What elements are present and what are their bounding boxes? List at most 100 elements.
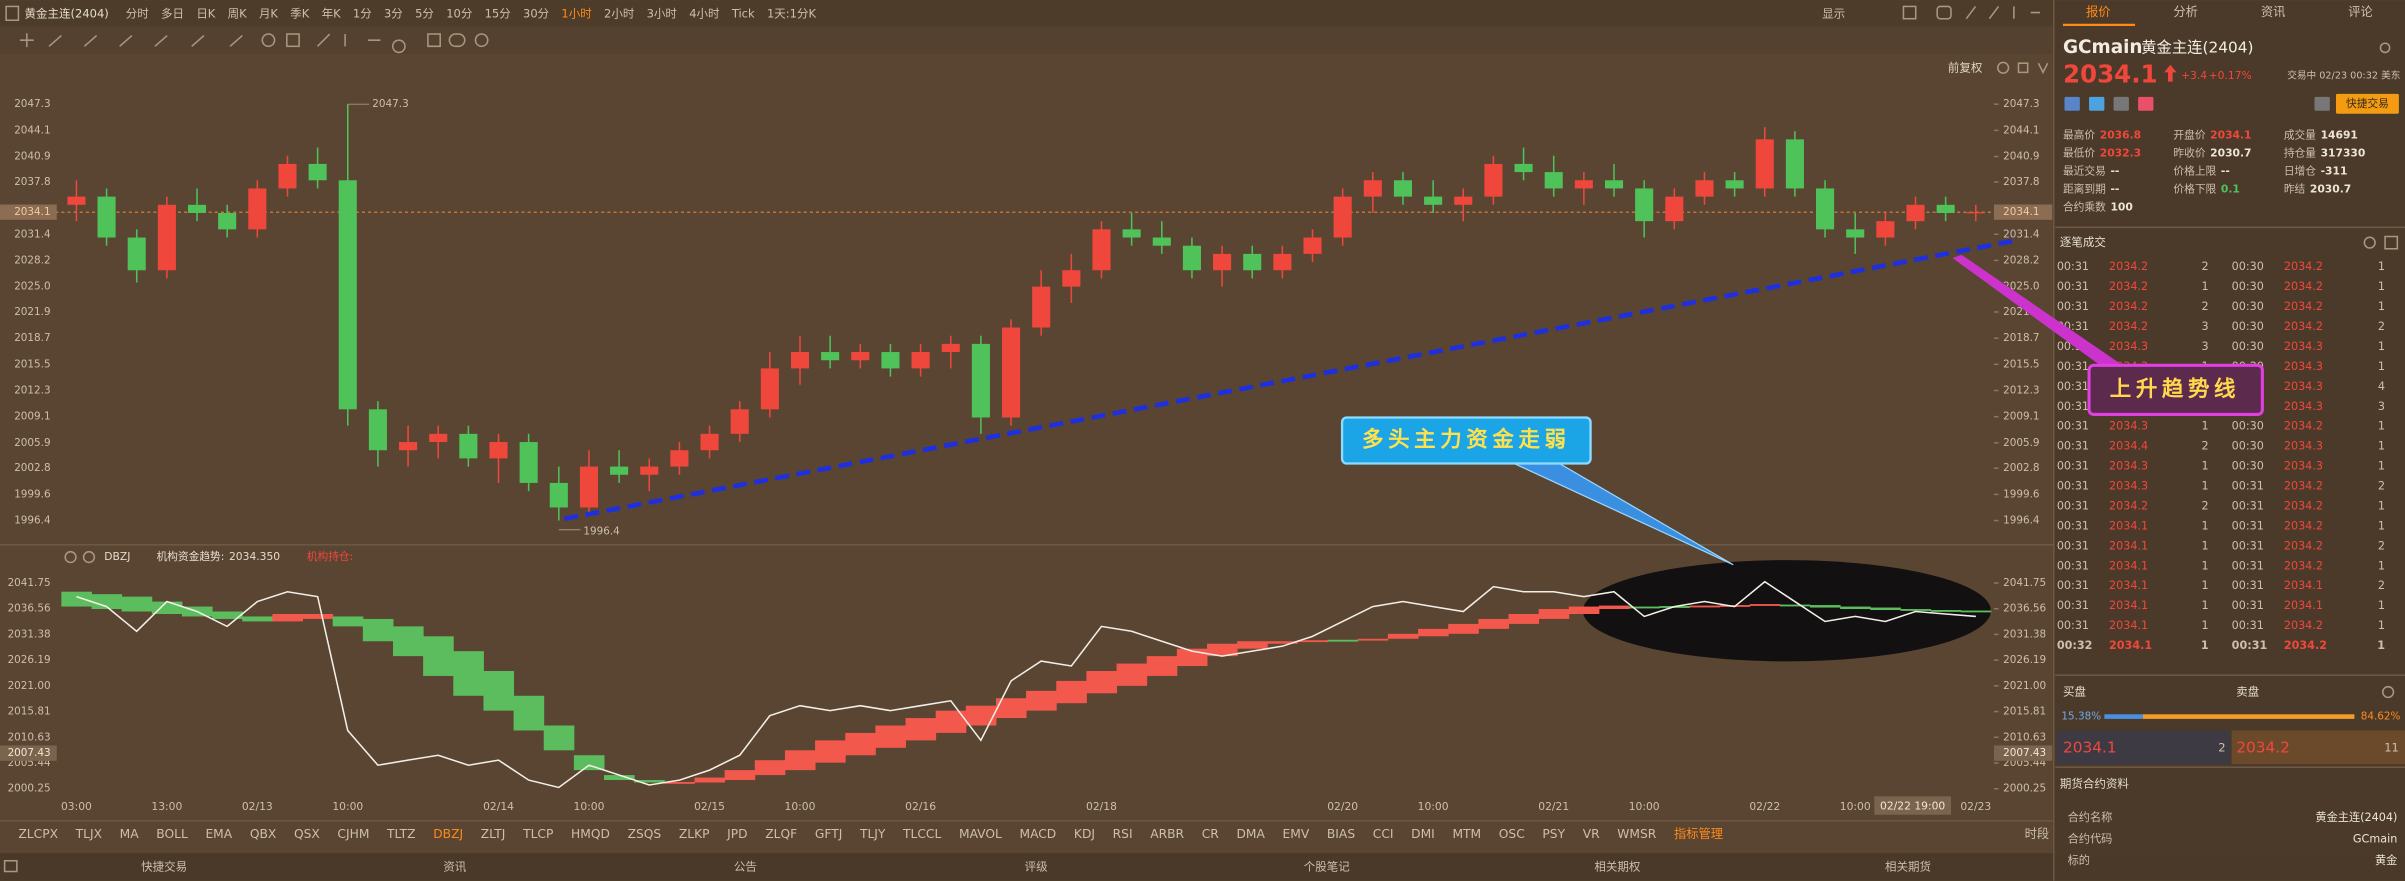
contract-value: 黄金主连(2404) bbox=[2315, 810, 2397, 824]
indicator-tab[interactable]: JPD bbox=[726, 827, 747, 841]
y-tick-label: 2028.2 bbox=[14, 254, 50, 266]
indicator-tab[interactable]: TLJX bbox=[75, 827, 103, 841]
bottom-tab[interactable]: 快捷交易 bbox=[141, 859, 187, 873]
period-tab[interactable]: 月K bbox=[259, 7, 278, 21]
stat-value: -- bbox=[2110, 164, 2119, 177]
indicator-tab[interactable]: WMSR bbox=[1617, 827, 1656, 841]
trade-time: 00:31 bbox=[2057, 499, 2089, 512]
indicator-tab[interactable]: EMV bbox=[1283, 827, 1310, 841]
trade-volume: 1 bbox=[2202, 519, 2209, 532]
fund-band bbox=[815, 740, 846, 763]
indicator-tab[interactable]: ZSQS bbox=[628, 827, 662, 841]
panel-tab[interactable]: 评论 bbox=[2348, 5, 2373, 19]
period-tab[interactable]: 1天:1分K bbox=[767, 7, 817, 21]
period-tab[interactable]: 4小时 bbox=[689, 7, 720, 21]
indicator-tab[interactable]: MTM bbox=[1452, 827, 1481, 841]
indicator-tab[interactable]: VR bbox=[1583, 827, 1600, 841]
indicator-tab[interactable]: CR bbox=[1202, 827, 1220, 841]
quick-trade-button[interactable] bbox=[2335, 93, 2399, 114]
period-tab[interactable]: 分时 bbox=[126, 7, 149, 21]
indicator-tab[interactable]: TLCP bbox=[522, 827, 553, 841]
x-tick-label: 02/14 bbox=[483, 800, 514, 813]
bottom-tab[interactable]: 公告 bbox=[734, 859, 757, 873]
indicator-tab[interactable]: ZLTJ bbox=[481, 827, 506, 841]
y-tick-label: 1996.4 bbox=[2003, 515, 2040, 527]
indicator-tab[interactable]: TLJY bbox=[859, 827, 886, 841]
indicator-tab[interactable]: ARBR bbox=[1150, 827, 1184, 841]
trade-price: 2034.2 bbox=[2109, 320, 2148, 333]
trade-volume: 2 bbox=[2378, 480, 2385, 493]
indicator-tab[interactable]: MA bbox=[120, 827, 140, 841]
panel-tab[interactable]: 分析 bbox=[2173, 5, 2198, 19]
indicator-tab[interactable]: DBZJ bbox=[433, 827, 463, 841]
period-tab[interactable]: 30分 bbox=[523, 7, 550, 21]
adjust-mode[interactable]: 前复权 bbox=[1948, 60, 1983, 74]
indicator-tab[interactable]: 指标管理 bbox=[1674, 826, 1723, 841]
bottom-tab[interactable]: 评级 bbox=[1025, 859, 1048, 873]
panel-tab[interactable]: 报价 bbox=[2086, 4, 2111, 19]
period-tab[interactable]: 日K bbox=[196, 7, 215, 21]
indicator-tab[interactable]: HMQD bbox=[571, 827, 610, 841]
stat-value: 100 bbox=[2110, 201, 2132, 214]
trade-price: 2034.3 bbox=[2109, 420, 2148, 433]
trade-volume: 1 bbox=[2377, 639, 2385, 652]
session-button[interactable]: 时段 bbox=[2025, 826, 2050, 841]
panel-tab[interactable]: 资讯 bbox=[2261, 5, 2286, 19]
trade-volume: 1 bbox=[2202, 460, 2209, 473]
indicator-tab[interactable]: GFTJ bbox=[815, 827, 842, 841]
indicator-tab[interactable]: EMA bbox=[205, 827, 232, 841]
period-tab[interactable]: 3小时 bbox=[647, 7, 678, 21]
period-tab[interactable]: 多日 bbox=[161, 7, 184, 21]
indicator-tab[interactable]: ZLKP bbox=[679, 827, 710, 841]
bottom-tab[interactable]: 相关期权 bbox=[1594, 859, 1640, 873]
indicator-tab[interactable]: DMI bbox=[1411, 827, 1435, 841]
fund-line bbox=[76, 580, 1976, 789]
y-tick-label: 2005.9 bbox=[14, 437, 50, 449]
indicator-tab[interactable]: BOLL bbox=[156, 827, 188, 841]
indicator-tab[interactable]: MAVOL bbox=[959, 827, 1002, 841]
period-tab[interactable]: 1小时 bbox=[561, 7, 592, 21]
period-tab[interactable]: 3分 bbox=[384, 7, 403, 21]
indicator-tab[interactable]: OSC bbox=[1499, 827, 1525, 841]
y-tick-label: 2031.4 bbox=[14, 228, 51, 240]
quick-trade-label[interactable]: 快捷交易 bbox=[2346, 97, 2389, 110]
period-tab[interactable]: Tick bbox=[731, 7, 755, 21]
indicator-tab[interactable]: DMA bbox=[1236, 827, 1265, 841]
quote-panel-bg bbox=[2053, 0, 2405, 854]
trade-volume: 1 bbox=[2202, 539, 2209, 552]
period-tab[interactable]: 季K bbox=[290, 7, 309, 21]
candle-body bbox=[941, 343, 960, 353]
period-tab[interactable]: 2小时 bbox=[604, 7, 635, 21]
indicator-tab[interactable]: CCI bbox=[1373, 827, 1394, 841]
stat-value: -311 bbox=[2321, 164, 2348, 177]
indicator-tab[interactable]: MACD bbox=[1019, 827, 1056, 841]
indicator-tab[interactable]: RSI bbox=[1113, 827, 1133, 841]
period-tab[interactable]: 周K bbox=[228, 7, 247, 21]
period-tab[interactable]: 5分 bbox=[415, 7, 434, 21]
period-tab[interactable]: 1分 bbox=[353, 7, 372, 21]
candle-body bbox=[1846, 229, 1865, 238]
fund-band bbox=[1448, 623, 1479, 634]
period-tab[interactable]: 10分 bbox=[446, 7, 473, 21]
indicator-tab[interactable]: TLTZ bbox=[386, 827, 416, 841]
candle-body bbox=[1032, 286, 1051, 328]
bottom-tab[interactable]: 个股笔记 bbox=[1304, 859, 1350, 873]
indicator-tab[interactable]: ZLQF bbox=[765, 827, 797, 841]
indicator-tab[interactable]: CJHM bbox=[337, 827, 369, 841]
y-tick-label: 2010.63 bbox=[8, 731, 51, 743]
period-tab[interactable]: 15分 bbox=[485, 7, 512, 21]
bottom-tab[interactable]: 相关期货 bbox=[1885, 859, 1931, 873]
indicator-tab[interactable]: QSX bbox=[294, 827, 320, 841]
indicator-tab[interactable]: PSY bbox=[1542, 827, 1565, 841]
indicator-tab[interactable]: BIAS bbox=[1327, 827, 1355, 841]
display-menu[interactable]: 显示 bbox=[1822, 7, 1845, 21]
indicator-tab[interactable]: QBX bbox=[250, 827, 277, 841]
trade-price: 2034.2 bbox=[2284, 260, 2323, 273]
trade-price: 2034.1 bbox=[2109, 619, 2148, 632]
indicator-tab[interactable]: TLCCL bbox=[902, 827, 941, 841]
period-tab[interactable]: 年K bbox=[322, 7, 341, 21]
y-tick-label: 1999.6 bbox=[14, 488, 50, 500]
indicator-tab[interactable]: KDJ bbox=[1074, 827, 1095, 841]
indicator-tab[interactable]: ZLCPX bbox=[18, 827, 58, 841]
bottom-tab[interactable]: 资讯 bbox=[443, 859, 466, 873]
